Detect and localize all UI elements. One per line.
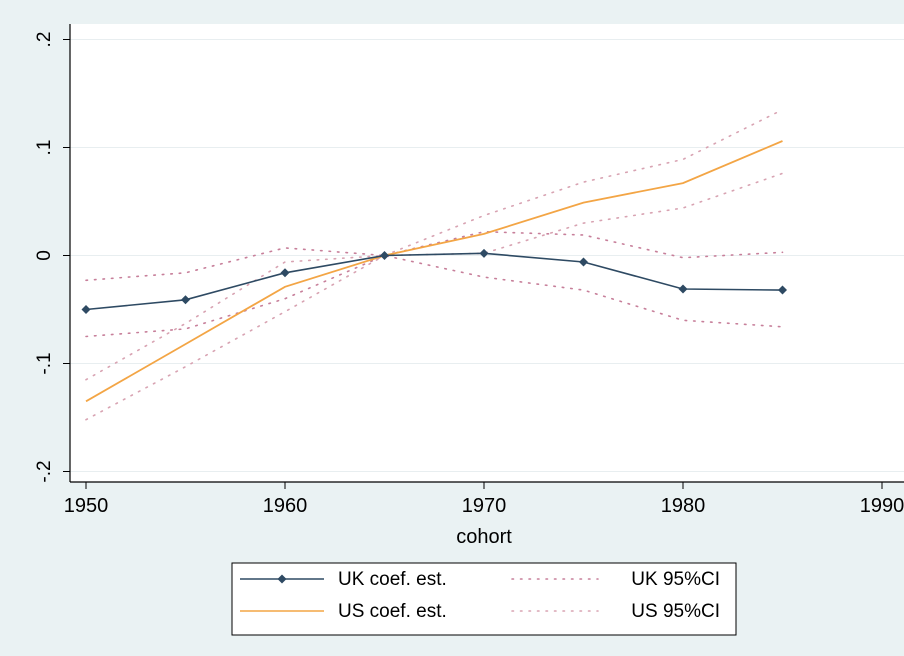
y-tick-label: .2	[34, 32, 55, 48]
ci-upper-line	[85, 108, 784, 381]
y-tick-label: 0	[34, 250, 55, 261]
series-line-us	[85, 140, 783, 403]
data-point	[479, 248, 489, 258]
legend-label: UK 95%CI	[631, 569, 720, 590]
data-point	[81, 305, 91, 314]
series-line-uk	[85, 252, 783, 311]
legend-label: US 95%CI	[631, 601, 720, 622]
data-point	[678, 284, 688, 294]
legend-marker	[277, 574, 287, 584]
y-tick-label: -.1	[34, 352, 55, 374]
legend-box	[231, 562, 737, 636]
data-point	[280, 268, 290, 278]
x-tick-label: 1980	[661, 495, 706, 517]
data-point	[778, 285, 787, 295]
series-lines	[81, 108, 787, 421]
axes	[69, 24, 904, 483]
y-tick-label: .1	[34, 140, 55, 156]
legend: UK coef. est. UK 95%CI US coef. est. US 95%…	[231, 562, 737, 636]
legend-label: US coef. est.	[338, 601, 447, 622]
data-point	[380, 251, 389, 260]
axis-ticks: -.2 -.1 0 .1 .2 1950 1960 1970 1980 1990	[34, 32, 904, 517]
y-tick-label: -.2	[34, 460, 55, 482]
data-point	[579, 257, 588, 267]
data-point	[181, 295, 190, 305]
legend-label: UK coef. est.	[338, 569, 447, 590]
x-tick-label: 1990	[860, 495, 904, 517]
x-tick-label: 1950	[64, 495, 109, 517]
x-axis-title: cohort	[456, 526, 512, 548]
x-tick-label: 1970	[462, 495, 507, 517]
x-tick-label: 1960	[263, 495, 308, 517]
